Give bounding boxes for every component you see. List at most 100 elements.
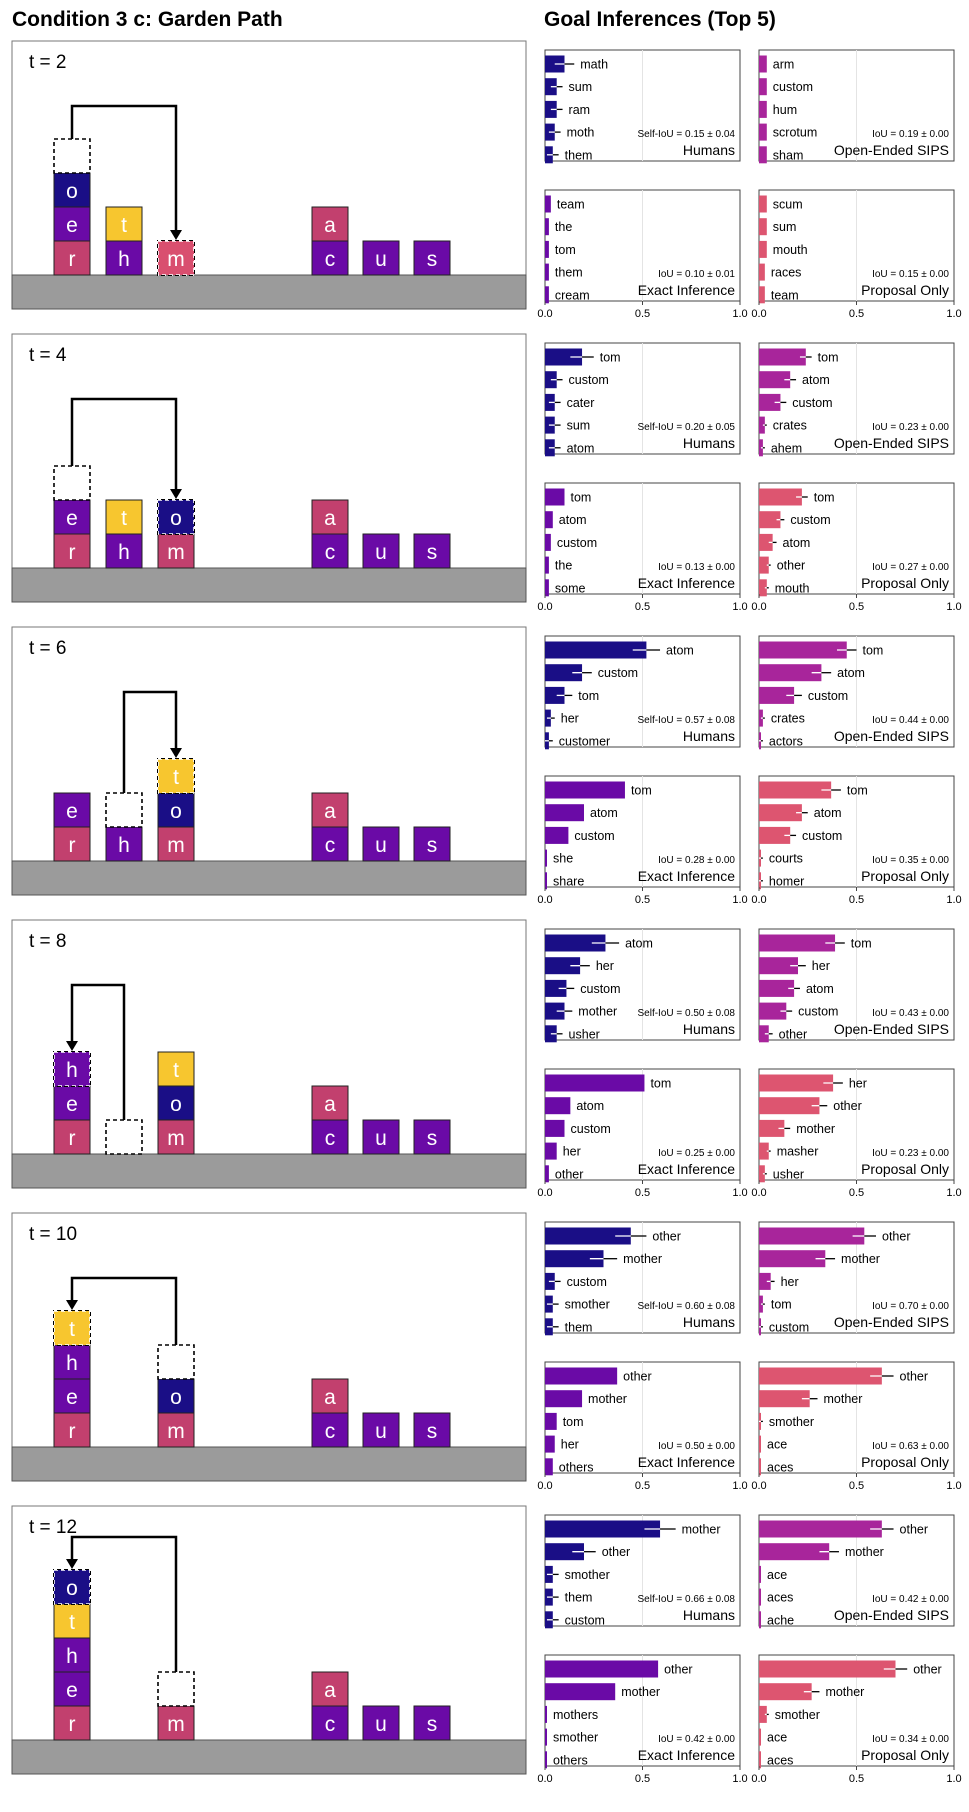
iou-label: IoU = 0.25 ± 0.00 [658, 1148, 735, 1159]
bar-label: custom [790, 513, 830, 527]
iou-label: IoU = 0.10 ± 0.01 [658, 269, 735, 280]
panel-exact: tom atom custom her other IoU = 0.25 ± 0.00 Ex… [537, 1068, 748, 1199]
block-letter: s [427, 834, 438, 857]
block-u [362, 1412, 400, 1448]
block-t [105, 206, 143, 242]
bar-label: atom [802, 373, 830, 387]
bar [545, 1119, 565, 1137]
block-letter: t [173, 1059, 179, 1082]
bar-label: atom [806, 982, 834, 996]
block-letter: o [170, 507, 182, 530]
tick-label: 1.0 [732, 308, 747, 320]
bar-label: smother [769, 1415, 814, 1429]
bar [759, 1074, 834, 1092]
panel-humans: atom custom tom her customer Self-IoU = 0.57 … [544, 635, 741, 750]
bar-label: smother [565, 1568, 610, 1582]
scene-panel: t = 4 re ht mo ca u s [11, 333, 527, 603]
block-a [311, 792, 349, 828]
panel-name: Humans [683, 1314, 735, 1330]
bar-label: custom [557, 536, 597, 550]
bar-label: her [563, 1145, 581, 1159]
ground [11, 567, 527, 603]
bar [545, 957, 581, 975]
bar-label: tom [818, 351, 839, 365]
bar-label: mother [578, 1005, 617, 1019]
block-letter: t [121, 507, 127, 530]
bar-label: team [771, 288, 799, 302]
bar [759, 1458, 761, 1476]
block-s [413, 826, 451, 862]
panel-humans: tom custom cater sum atom Self-IoU = 0.20 ± 0… [544, 342, 741, 457]
block-dash-outline [157, 758, 195, 794]
tick-label: 0.0 [537, 1773, 552, 1785]
bar-label: aces [767, 1460, 793, 1474]
tick-label: 1.0 [732, 1187, 747, 1199]
bar-label: custom [574, 829, 614, 843]
bar [545, 804, 584, 822]
block-letter: r [69, 541, 76, 564]
block-letter: m [167, 1127, 185, 1150]
tick-label: 1.0 [946, 894, 961, 906]
bar [545, 1728, 547, 1746]
panel-name: Open-Ended SIPS [834, 142, 949, 158]
bar-label: races [771, 266, 802, 280]
block-letter: o [66, 1577, 78, 1600]
bar-label: arm [773, 58, 795, 72]
bar-label: moth [567, 126, 595, 140]
block-letter: u [375, 1420, 387, 1443]
block-a [311, 499, 349, 535]
tick-label: 0.5 [635, 894, 650, 906]
tick-label: 0.0 [537, 894, 552, 906]
bar [759, 263, 765, 281]
block-u [362, 1705, 400, 1741]
block-e [53, 1671, 91, 1707]
bar [545, 1435, 555, 1453]
bar [545, 641, 647, 659]
bar-label: her [596, 959, 614, 973]
block-empty [105, 792, 143, 828]
bar [545, 826, 569, 844]
bar-label: smother [565, 1298, 610, 1312]
bar [545, 1520, 661, 1538]
block-letter: h [66, 1352, 78, 1375]
arrow-head [170, 230, 182, 240]
block-letter: a [324, 1386, 336, 1409]
bar [759, 579, 767, 597]
block-h [53, 1637, 91, 1673]
bar [759, 1142, 769, 1160]
block-letter: e [66, 800, 78, 823]
arrow-head [66, 1041, 78, 1051]
bar-label: them [565, 1320, 593, 1334]
bar [545, 934, 606, 952]
block-c [311, 1412, 349, 1448]
bar [759, 100, 767, 118]
bar [759, 934, 836, 952]
bar-label: team [557, 198, 585, 212]
row-2: t = 6 re h mot ca u s atom custom tom her customer S… [11, 626, 962, 906]
bar-label: mother [825, 1685, 864, 1699]
panel-name: Exact Inference [638, 282, 735, 298]
block-c [311, 1705, 349, 1741]
bar-label: smother [553, 1731, 598, 1745]
bar [545, 1751, 547, 1769]
bar [759, 641, 847, 659]
block-letter: t [69, 1611, 75, 1634]
bar-label: mouth [773, 243, 808, 257]
iou-label: IoU = 0.63 ± 0.00 [872, 1441, 949, 1452]
block-letter: e [66, 1093, 78, 1116]
bar [759, 957, 798, 975]
block-letter: u [375, 1127, 387, 1150]
bar-label: sum [567, 419, 591, 433]
block-h [53, 1344, 91, 1380]
bar [759, 1683, 812, 1701]
bar-label: tom [847, 784, 868, 798]
block-a [311, 206, 349, 242]
bar [545, 1227, 631, 1245]
block-letter: a [324, 1093, 336, 1116]
bar [759, 1543, 830, 1561]
iou-label: IoU = 0.19 ± 0.00 [872, 129, 949, 140]
block-dash-outline [157, 240, 195, 276]
bar-label: them [565, 148, 593, 162]
panel-sips: other mother ace aces ache IoU = 0.42 ± 0.00 O… [758, 1514, 955, 1629]
block-letter: c [325, 248, 336, 271]
